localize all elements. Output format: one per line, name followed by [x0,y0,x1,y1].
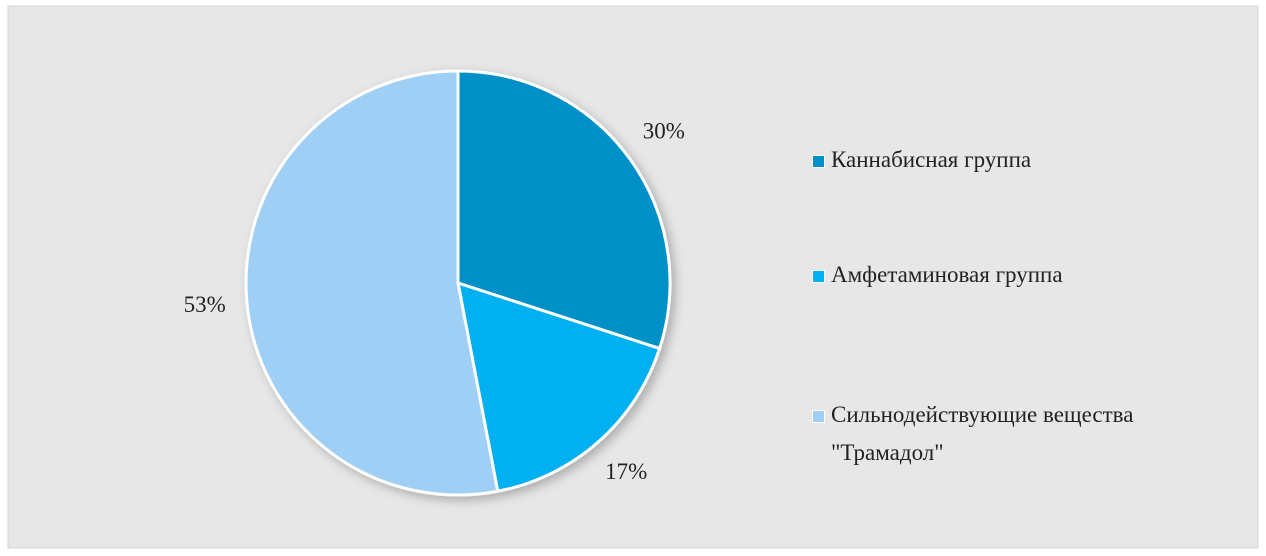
legend-item: Сильнодействующие вещества "Трамадол" [812,396,1232,472]
pie-slice [244,69,500,497]
legend-swatch [812,155,825,168]
legend-swatch [812,270,825,283]
data-label: 17% [605,459,647,484]
pie [244,69,672,497]
legend-label: Каннабисная группа [831,147,1032,172]
legend-label: Амфетаминовая группа [831,262,1063,287]
data-label: 30% [643,119,685,144]
data-label: 53% [184,292,226,317]
pie-slice [456,69,672,351]
legend-item: Каннабисная группа [812,141,1232,179]
legend-swatch [812,410,825,423]
legend-item: Амфетаминовая группа [812,256,1232,294]
legend-label: Сильнодействующие вещества "Трамадол" [831,402,1134,465]
pie-slice [456,280,662,494]
